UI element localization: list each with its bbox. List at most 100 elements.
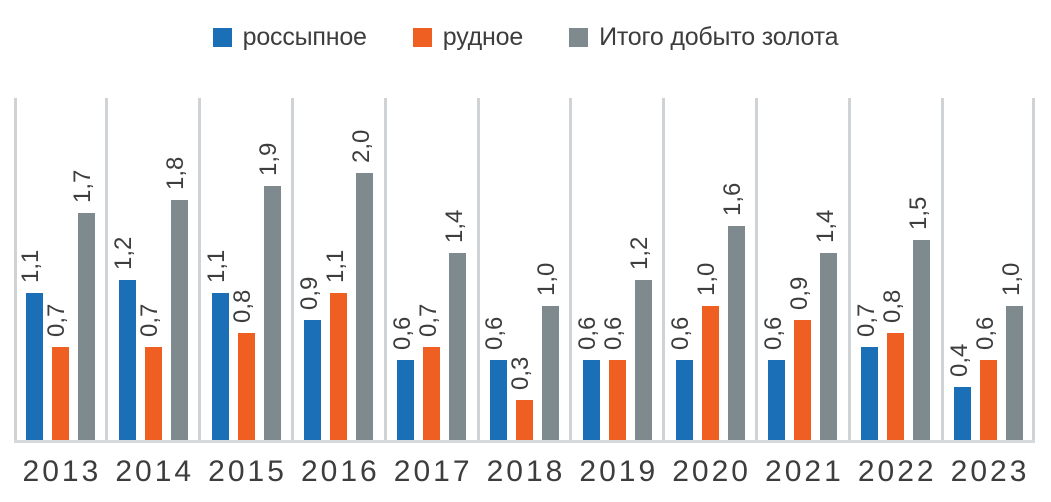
legend-item-placer[interactable]: россыпное xyxy=(212,22,367,51)
bar-Итого-2023[interactable] xyxy=(1006,306,1024,440)
bar-slot: 1,5 xyxy=(905,98,932,440)
bar-рудное-2019[interactable] xyxy=(608,360,626,440)
bar-россыпное-2013[interactable] xyxy=(25,293,43,440)
bar-value-label: 1,4 xyxy=(811,209,839,243)
bar-slot: 0,7 xyxy=(853,98,880,440)
bar-value-label: 0,7 xyxy=(414,303,442,337)
bar-россыпное-2015[interactable] xyxy=(211,293,229,440)
bar-рудное-2016[interactable] xyxy=(330,293,348,440)
x-axis-tick: 2022 xyxy=(849,446,942,498)
x-axis-tick-label: 2013 xyxy=(22,455,102,488)
bar-group: 0,4 0,6 1,0 xyxy=(942,98,1035,440)
bar-Итого-2013[interactable] xyxy=(77,213,95,440)
bar-slot: 0,6 xyxy=(972,98,999,440)
bar-group: 1,2 0,7 1,8 xyxy=(107,98,200,440)
bar-россыпное-2016[interactable] xyxy=(304,320,322,440)
bar-slot: 2,0 xyxy=(348,98,375,440)
bar-group: 0,6 0,9 1,4 xyxy=(757,98,850,440)
bar-россыпное-2014[interactable] xyxy=(118,280,136,440)
bar-рудное-2013[interactable] xyxy=(51,347,69,440)
bar-group-bars: 0,4 0,6 1,0 xyxy=(942,98,1035,440)
legend-label-total: Итого добыто золота xyxy=(599,22,839,51)
bar-slot: 0,8 xyxy=(879,98,906,440)
bar-рудное-2022[interactable] xyxy=(887,333,905,440)
bar-value-label: 1,1 xyxy=(17,249,45,283)
bar-value-label: 1,0 xyxy=(693,262,721,296)
bar-value-label: 0,8 xyxy=(229,289,257,323)
bar-value-label: 0,8 xyxy=(878,289,906,323)
bar-value-label: 1,8 xyxy=(162,156,190,190)
legend-item-ore[interactable]: рудное xyxy=(412,24,523,50)
gridline xyxy=(755,98,759,440)
bar-slot: 0,6 xyxy=(760,98,787,440)
bar-Итого-2015[interactable] xyxy=(263,186,281,440)
bar-slot: 0,7 xyxy=(43,98,70,440)
bar-Итого-2016[interactable] xyxy=(356,173,374,440)
bar-slot: 1,6 xyxy=(719,98,746,440)
bar-рудное-2017[interactable] xyxy=(423,347,441,440)
bar-slot: 0,9 xyxy=(296,98,323,440)
bar-россыпное-2022[interactable] xyxy=(861,347,879,440)
bar-group: 0,6 1,0 1,6 xyxy=(664,98,757,440)
bar-Итого-2020[interactable] xyxy=(727,226,745,440)
bar-рудное-2014[interactable] xyxy=(144,347,162,440)
bar-slot: 1,7 xyxy=(69,98,96,440)
gridline xyxy=(940,98,944,440)
legend-label-placer: россыпное xyxy=(242,22,367,51)
x-axis-tick-label: 2019 xyxy=(579,455,659,488)
bar-slot: 0,7 xyxy=(136,98,163,440)
bar-value-label: 1,0 xyxy=(533,262,561,296)
x-axis-tick: 2018 xyxy=(478,446,571,498)
bar-slot: 0,6 xyxy=(600,98,627,440)
bar-groups: 1,1 0,7 1,7 1,2 0,7 1,8 1,1 0,8 1,9 0,9 1,1 2,0 0,6 0… xyxy=(14,98,1035,440)
gridline xyxy=(198,98,202,440)
gridline xyxy=(290,98,294,440)
bar-group-bars: 0,6 0,3 1,0 xyxy=(478,98,571,440)
bar-россыпное-2021[interactable] xyxy=(768,360,786,440)
bar-slot: 0,6 xyxy=(389,98,416,440)
bar-россыпное-2017[interactable] xyxy=(397,360,415,440)
bar-рудное-2021[interactable] xyxy=(794,320,812,440)
bar-group: 1,1 0,8 1,9 xyxy=(200,98,293,440)
bar-рудное-2023[interactable] xyxy=(980,360,998,440)
bar-Итого-2018[interactable] xyxy=(541,306,559,440)
x-axis-tick: 2014 xyxy=(107,446,200,498)
bar-Итого-2014[interactable] xyxy=(170,200,188,440)
x-axis: 2013 2014 2015 2016 2017 2018 2019 2020 2021 2022… xyxy=(14,446,1035,498)
x-axis-tick-label: 2014 xyxy=(115,455,195,488)
bar-value-label: 1,2 xyxy=(626,236,654,270)
bar-group: 0,9 1,1 2,0 xyxy=(292,98,385,440)
bar-slot: 0,6 xyxy=(574,98,601,440)
legend-swatch-icon-total xyxy=(569,27,589,47)
bar-Итого-2021[interactable] xyxy=(820,253,838,440)
bar-value-label: 1,2 xyxy=(110,236,138,270)
bar-рудное-2018[interactable] xyxy=(515,400,533,440)
bar-Итого-2019[interactable] xyxy=(634,280,652,440)
bar-slot: 0,4 xyxy=(946,98,973,440)
gridline xyxy=(383,98,387,440)
x-axis-tick-label: 2018 xyxy=(486,455,566,488)
bar-рудное-2015[interactable] xyxy=(237,333,255,440)
bar-россыпное-2023[interactable] xyxy=(954,387,972,440)
bar-value-label: 0,6 xyxy=(759,316,787,350)
bar-value-label: 0,6 xyxy=(388,316,416,350)
x-axis-tick-label: 2015 xyxy=(208,455,287,488)
legend-swatch-icon-ore xyxy=(412,27,432,47)
bar-value-label: 0,4 xyxy=(945,343,973,377)
bar-slot: 1,1 xyxy=(322,98,349,440)
x-axis-tick: 2019 xyxy=(571,446,664,498)
bar-slot: 1,2 xyxy=(110,98,137,440)
bar-Итого-2022[interactable] xyxy=(913,240,931,440)
bar-value-label: 1,7 xyxy=(69,169,97,203)
bar-россыпное-2019[interactable] xyxy=(582,360,600,440)
bar-group: 1,1 0,7 1,7 xyxy=(14,98,107,440)
bar-group-bars: 0,6 1,0 1,6 xyxy=(664,98,757,440)
x-axis-tick: 2013 xyxy=(14,446,107,498)
legend-item-total[interactable]: Итого добыто золота xyxy=(569,22,839,51)
bar-россыпное-2018[interactable] xyxy=(489,360,507,440)
bar-Итого-2017[interactable] xyxy=(449,253,467,440)
gridline xyxy=(847,98,851,440)
bar-group-bars: 0,6 0,7 1,4 xyxy=(385,98,478,440)
bar-рудное-2020[interactable] xyxy=(701,306,719,440)
bar-россыпное-2020[interactable] xyxy=(675,360,693,440)
